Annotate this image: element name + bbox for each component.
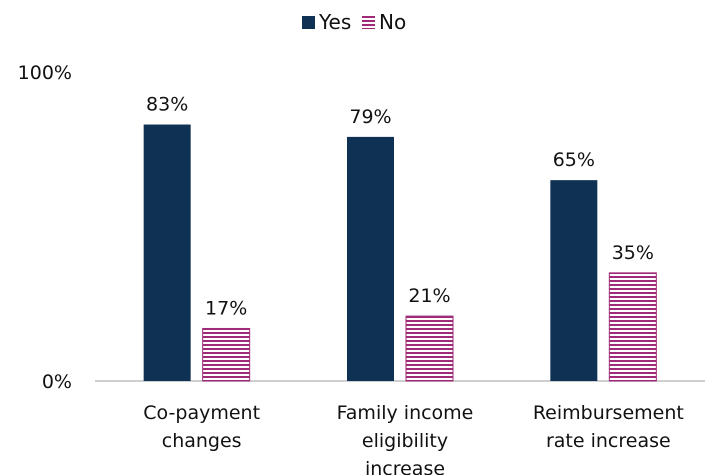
legend-swatch-no: [362, 16, 375, 29]
bar-no-1: [405, 315, 454, 382]
bar-yes-0: [143, 124, 191, 381]
bar-yes-1: [347, 136, 394, 381]
data-label-yes-0: 83%: [146, 94, 188, 116]
category-label: Family income: [337, 402, 474, 424]
bars-group: [143, 124, 657, 382]
data-label-no-2: 35%: [612, 242, 654, 264]
labels-group: 83% 17% Co-payment changes 79% 21% Family inco…: [143, 94, 684, 475]
category-label: eligibility: [362, 430, 448, 452]
legend-label-no: No: [379, 10, 406, 34]
legend-swatch-yes: [302, 16, 315, 29]
category-label: increase: [365, 458, 445, 475]
y-tick-label: 0%: [42, 371, 72, 393]
bar-no-0: [202, 327, 251, 382]
data-label-no-1: 21%: [408, 285, 450, 307]
category-label: Reimbursement: [533, 402, 684, 424]
data-label-yes-1: 79%: [349, 106, 391, 128]
data-label-yes-2: 65%: [553, 149, 595, 171]
bar-yes-2: [550, 180, 598, 381]
y-tick-label: 100%: [18, 62, 72, 84]
category-label: Co-payment: [143, 402, 260, 424]
legend: Yes No: [302, 10, 406, 34]
category-label: changes: [162, 430, 242, 452]
legend-label-yes: Yes: [318, 10, 351, 34]
bar-no-2: [608, 272, 657, 382]
y-axis: 0% 100%: [18, 62, 705, 393]
data-label-no-0: 17%: [205, 297, 247, 319]
category-label: rate increase: [546, 430, 671, 452]
